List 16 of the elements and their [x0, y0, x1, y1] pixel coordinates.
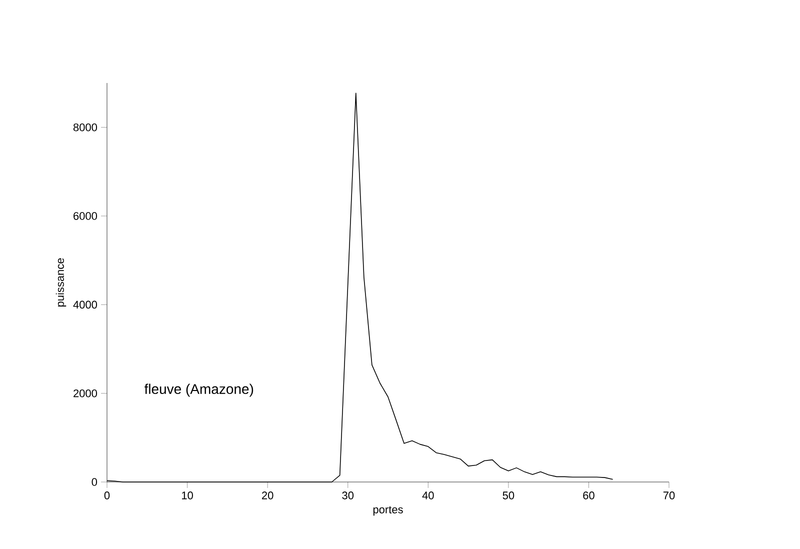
x-tick-label: 0	[104, 492, 110, 500]
y-tick-label: 4000	[73, 300, 98, 309]
x-tick-label: 50	[502, 492, 514, 500]
annotation: fleuve (Amazone)	[144, 384, 254, 397]
x-tick-label: 20	[262, 492, 274, 500]
y-axis-title: puissance	[56, 258, 66, 307]
x-tick-label: 70	[663, 492, 675, 500]
y-tick-label: 2000	[74, 389, 98, 398]
x-tick-label: 30	[342, 492, 354, 500]
y-tick-label: 6000	[74, 212, 98, 220]
y-tick-label: 0	[92, 478, 98, 486]
x-axis-title: portes	[373, 506, 403, 516]
x-tick-label: 10	[182, 492, 193, 500]
x-tick-label: 40	[422, 492, 434, 500]
x-tick-label: 60	[583, 492, 594, 500]
y-tick-label: 8000	[73, 123, 98, 132]
